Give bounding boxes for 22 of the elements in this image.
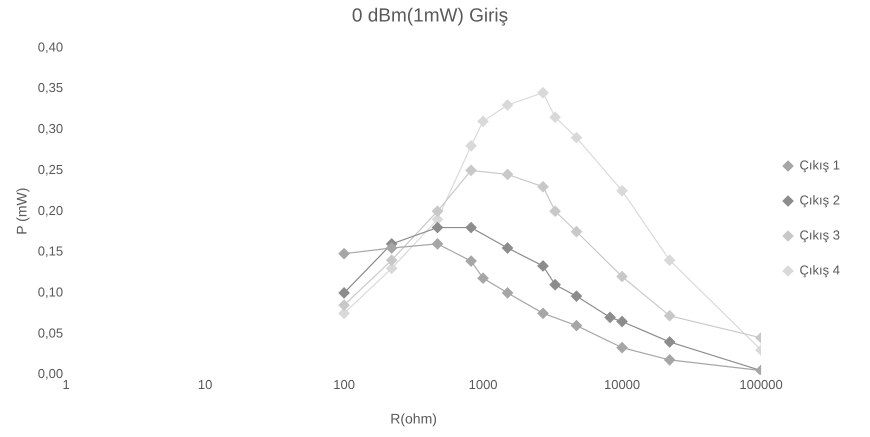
- x-tick-label: 100: [333, 376, 355, 392]
- chart-title: 0 dBm(1mW) Giriş: [352, 6, 508, 27]
- y-tick-label: 0,00: [38, 366, 64, 382]
- x-tick-label: 1: [62, 376, 70, 392]
- y-tick-label: 0,15: [38, 244, 64, 259]
- x-tick-label: 10: [198, 376, 212, 392]
- y-tick-label: 0,25: [38, 162, 64, 177]
- x-tick-label: 10000: [604, 376, 640, 392]
- legend-label: Çıkış 4: [800, 262, 840, 278]
- legend-label: Çıkış 2: [800, 192, 840, 208]
- legend-label: Çıkış 3: [800, 228, 840, 243]
- y-tick-label: 0,10: [38, 284, 64, 300]
- x-tick-label: 100000: [739, 376, 783, 392]
- legend-label: Çıkış 1: [800, 158, 840, 173]
- x-axis-title: R(ohm): [390, 410, 437, 426]
- y-tick-label: 0,30: [38, 121, 64, 136]
- y-tick-label: 0,20: [38, 202, 64, 218]
- y-tick-label: 0,05: [38, 325, 64, 340]
- y-tick-label: 0,40: [38, 39, 64, 54]
- y-tick-label: 0,35: [38, 80, 64, 96]
- x-tick-label: 1000: [468, 376, 498, 392]
- y-axis-title: P (mW): [13, 188, 30, 235]
